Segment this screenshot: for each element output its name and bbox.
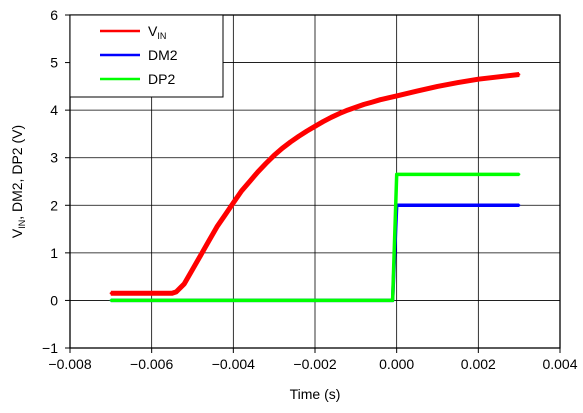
data-point-vin [387,96,390,99]
legend-label-dm2: DM2 [148,47,178,63]
data-point-vin [436,85,439,88]
legend-entry-dp2: DP2 [100,71,175,87]
data-point-vin [232,201,235,205]
legend-entry-vin: VIN [100,23,166,41]
y-tick-label: 1 [50,245,58,261]
y-tick-label: 6 [50,7,58,23]
data-point-vin [272,154,276,157]
legend-label-vin: VIN [148,23,166,41]
data-point-vin [415,89,419,93]
data-point-vin [207,239,211,243]
data-point-vin [264,162,268,165]
y-axis-label-v: V [9,228,25,238]
x-tick-label: 0.004 [542,356,577,372]
x-axis-label: Time (s) [290,386,341,402]
data-point-vin [240,189,243,193]
data-point-vin [215,225,219,228]
data-point-dp2 [395,173,398,176]
y-tick-label: 5 [50,55,58,71]
data-point-vin [321,120,325,123]
data-point-vin [313,125,317,128]
data-point-vin [346,108,349,112]
data-point-vin [150,292,153,295]
y-tick-label: −1 [42,340,58,356]
y-tick-label: 3 [50,150,58,166]
y-tick-label: 0 [50,292,58,308]
data-point-vin [109,292,113,295]
data-point-vin [497,75,500,79]
data-point-vin [170,292,174,295]
data-point-vin [330,116,333,119]
x-tick-label: 0.000 [379,356,414,372]
y-ticks: −1 0 1 2 3 4 5 6 [42,7,70,356]
data-point-vin [199,254,202,257]
x-tick-label: −0.002 [293,356,336,372]
data-point-vin [305,129,309,133]
y-axis-label: VIN, DM2, DP2 (V) [9,125,27,238]
series-layer [109,72,521,303]
data-point-vin [370,100,374,104]
data-point-dp2 [109,299,113,302]
data-point-vin [183,282,186,285]
legend-box [69,14,224,98]
data-point-dp2 [391,299,394,302]
data-point-dp2 [517,173,521,176]
series-line-vin [110,72,520,296]
x-tick-label: −0.008 [48,356,91,372]
x-ticks: −0.008 −0.006 −0.004 −0.002 0.000 0.002 0.004 [48,348,578,372]
data-point-vin [477,78,480,81]
legend-label-vin-sub: IN [157,31,166,41]
data-point-vin [456,81,460,84]
legend: VIN DM2 DP2 [69,14,224,98]
legend-label-vin-main: V [148,23,158,39]
data-point-vin [130,292,133,295]
data-point-vin [354,106,358,109]
data-point-vin [174,290,178,294]
data-point-vin [517,73,521,76]
x-tick-label: −0.004 [212,356,255,372]
series-line-dp2 [110,172,520,303]
y-tick-label: 4 [50,102,58,118]
y-tick-label: 2 [50,197,58,213]
data-point-vin [191,268,194,271]
x-tick-label: −0.006 [130,356,173,372]
data-point-vin [362,103,366,106]
legend-entry-dm2: DM2 [100,47,178,63]
data-point-vin [297,135,300,138]
data-point-vin [289,140,292,144]
y-axis-label-rest: , DM2, DP2 (V) [9,125,25,220]
data-point-vin [256,170,260,174]
data-point-vin [223,213,227,216]
y-axis-label-sub: IN [17,220,27,229]
data-point-vin [248,180,251,183]
data-point-vin [379,98,382,101]
x-tick-label: 0.002 [461,356,496,372]
data-point-vin [281,147,284,150]
data-point-dm2 [517,204,521,207]
data-point-vin [395,94,398,98]
legend-label-dp2: DP2 [148,71,175,87]
data-point-vin [338,112,341,115]
